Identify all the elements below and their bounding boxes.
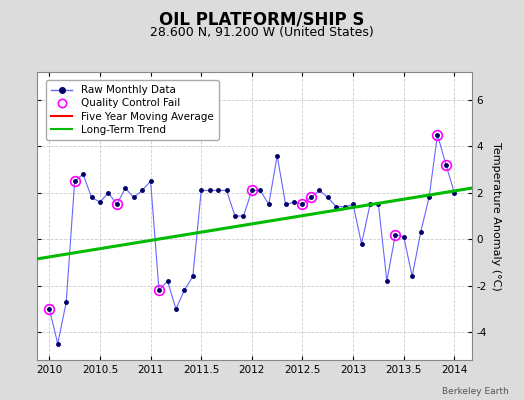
Legend: Raw Monthly Data, Quality Control Fail, Five Year Moving Average, Long-Term Tren: Raw Monthly Data, Quality Control Fail, …	[46, 80, 219, 140]
Text: OIL PLATFORM/SHIP S: OIL PLATFORM/SHIP S	[159, 10, 365, 28]
Text: Berkeley Earth: Berkeley Earth	[442, 387, 508, 396]
Text: 28.600 N, 91.200 W (United States): 28.600 N, 91.200 W (United States)	[150, 26, 374, 39]
Y-axis label: Temperature Anomaly (°C): Temperature Anomaly (°C)	[490, 142, 501, 290]
